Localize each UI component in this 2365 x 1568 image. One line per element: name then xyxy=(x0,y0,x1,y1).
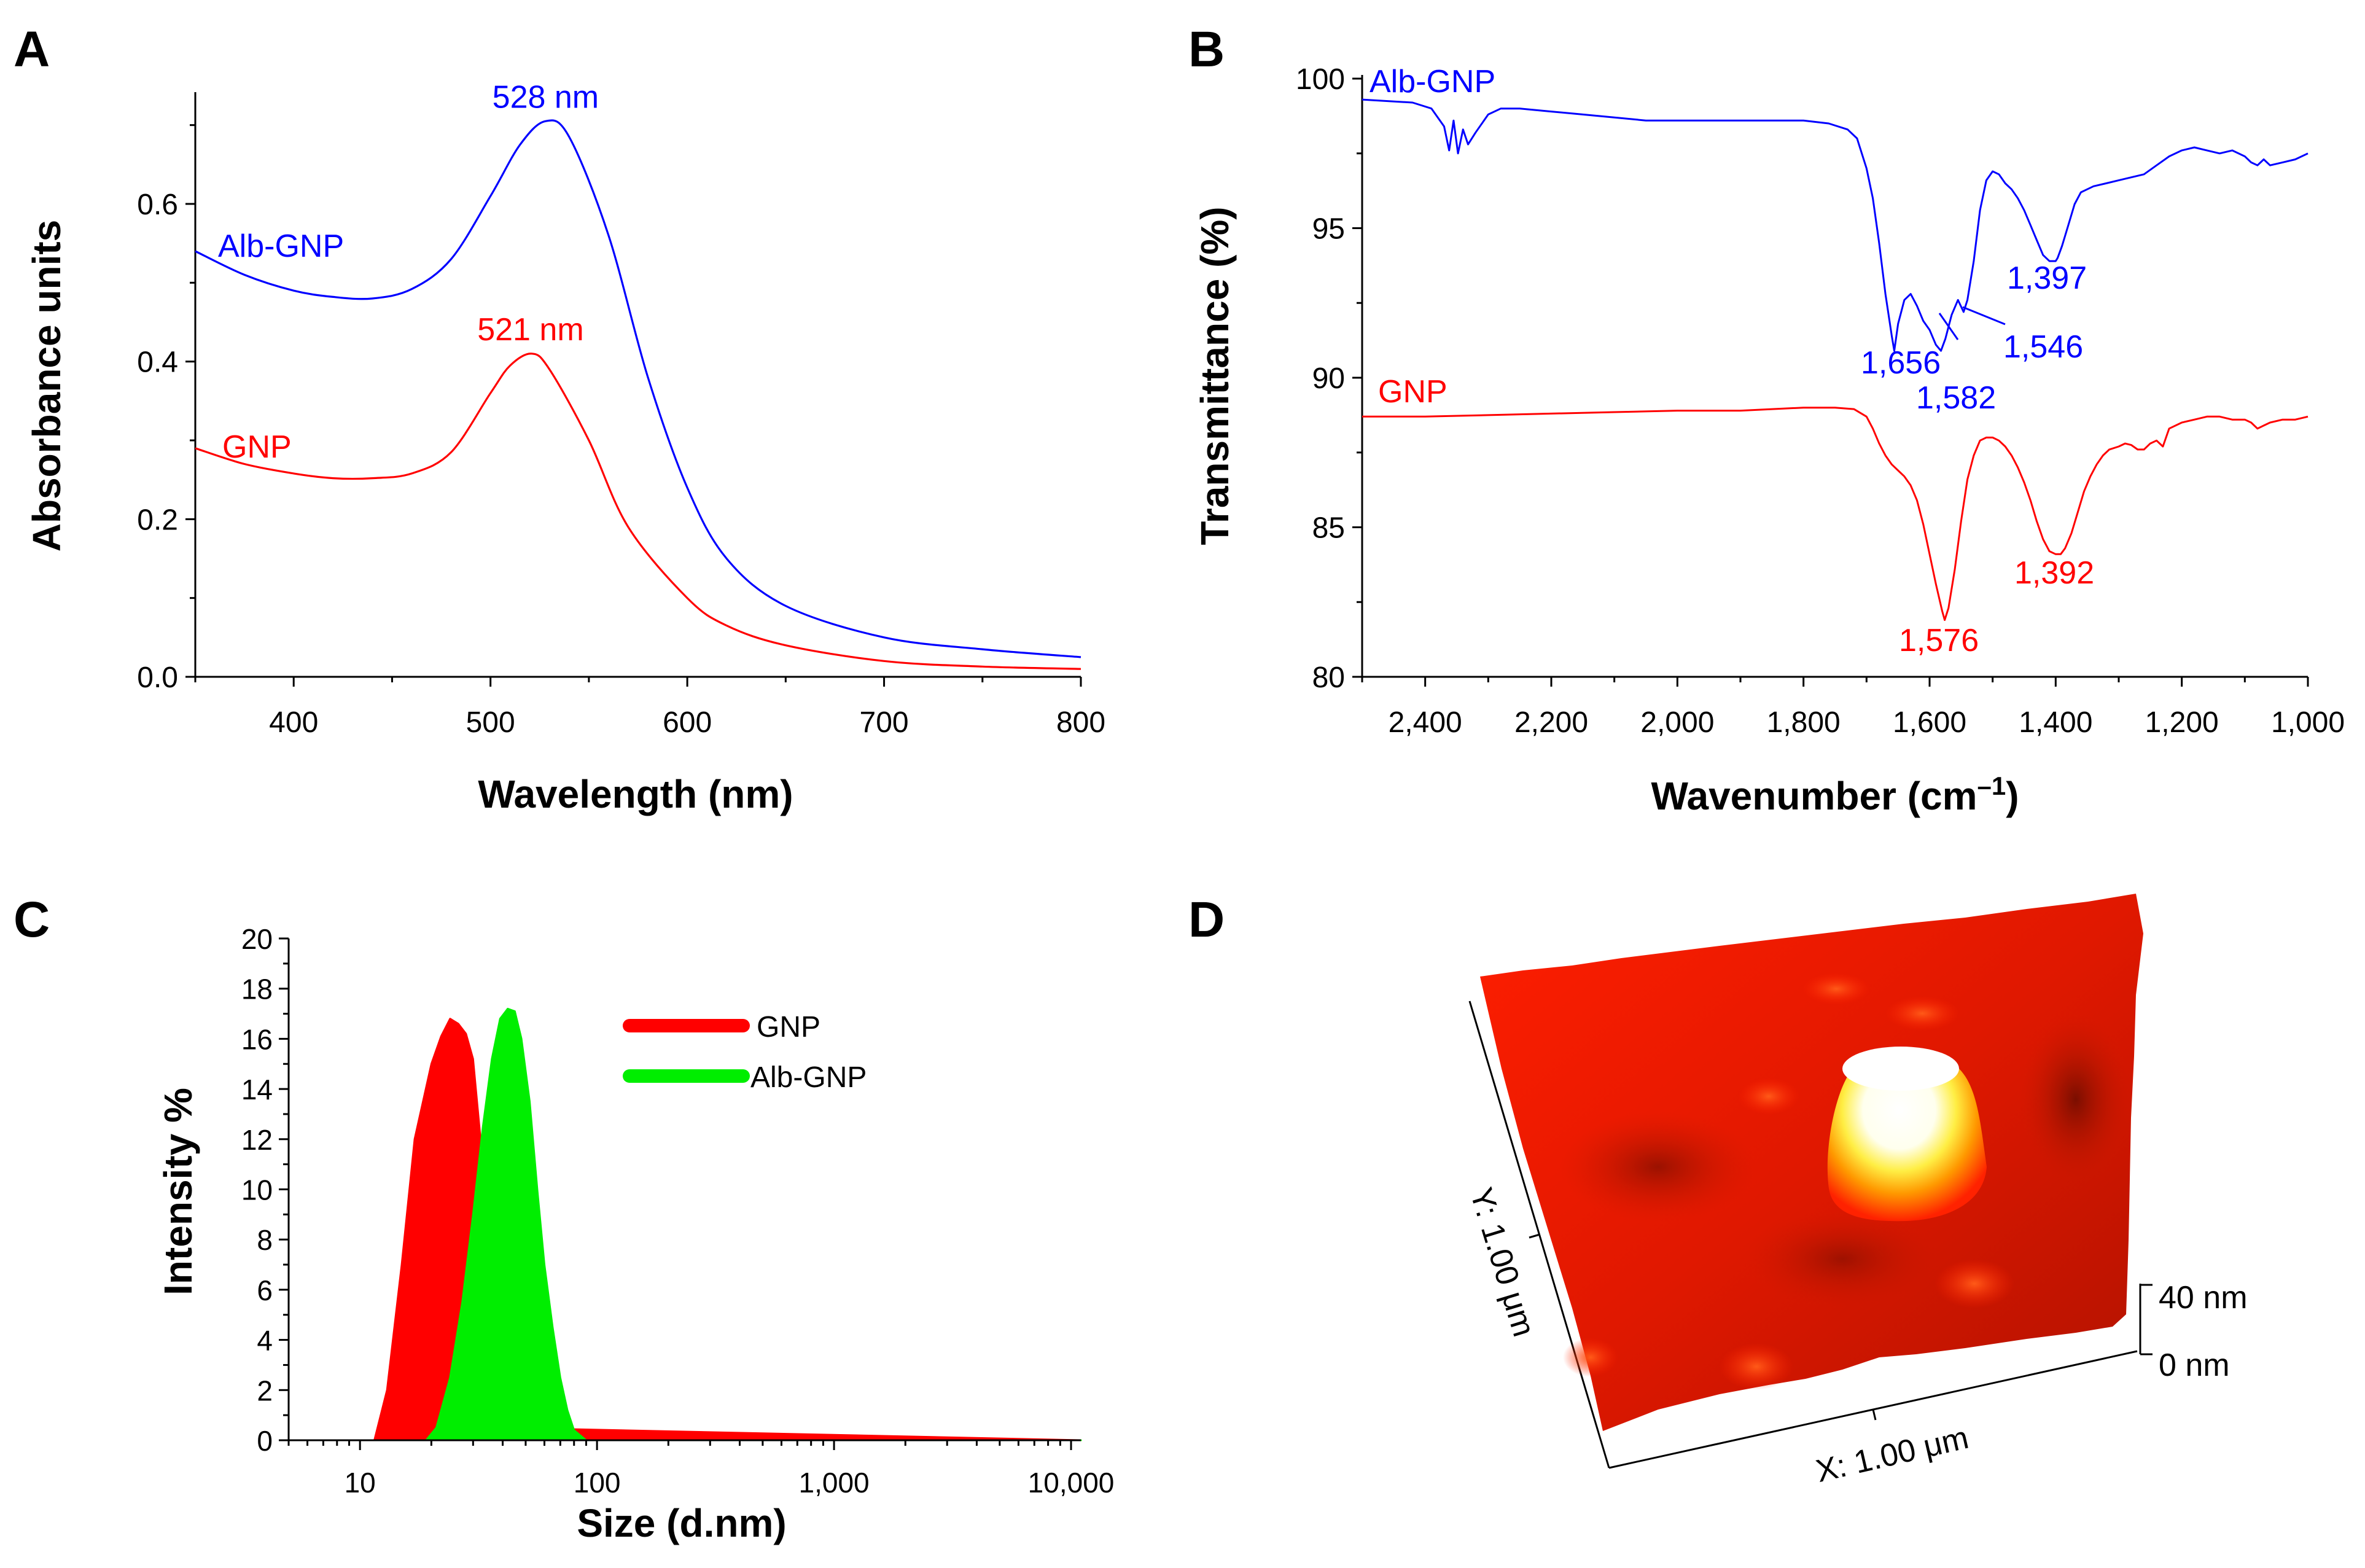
panel-a-y-tick-label: 0.0 xyxy=(137,661,178,694)
panel-b-x-axis-title: Wavenumber (cm–1) xyxy=(1651,771,2019,818)
panel-b-ann-1546: 1,546 xyxy=(2003,329,2083,365)
panel-c-y-tick-label: 20 xyxy=(241,923,273,955)
panel-d-dark-region xyxy=(1744,1210,1941,1308)
panel-a-x-tick-label: 500 xyxy=(466,706,515,739)
panel-c-dls-chart: 10 100 1,000 10,000 0 2 4 6 8 10 12 14 16 18 20 GNP Al… xyxy=(156,923,1114,1545)
panel-b-x-tick-label: 2,400 xyxy=(1389,706,1462,739)
panel-d-bump xyxy=(1720,1343,1793,1390)
panel-letter-c: C xyxy=(14,892,50,948)
panel-letter-a: A xyxy=(14,21,50,77)
panel-b-x-tick-label: 1,200 xyxy=(2145,706,2219,739)
panel-b-ann-1576: 1,576 xyxy=(1899,623,1979,658)
panel-d-bump xyxy=(1885,996,1959,1031)
panel-b-y-tick-label: 95 xyxy=(1312,213,1345,246)
panel-a-alb-gnp-label: Alb-GNP xyxy=(218,228,344,264)
panel-letter-b: B xyxy=(1188,21,1225,77)
panel-b-x-tick-label: 2,000 xyxy=(1640,706,1714,739)
panel-d-x-axis-label: X: 1.00 μm xyxy=(1813,1420,1972,1489)
panel-a-gnp-label: GNP xyxy=(222,429,292,465)
panel-c-y-tick-label: 6 xyxy=(257,1274,273,1306)
panel-c-x-tick-label: 10 xyxy=(345,1467,376,1499)
panel-c-x-axis-title: Size (d.nm) xyxy=(577,1501,786,1545)
panel-c-y-axis-title: Intensity % xyxy=(156,1088,200,1295)
panel-d-z-bottom-label: 0 nm xyxy=(2159,1348,2230,1383)
panel-d-bump xyxy=(1563,1338,1618,1377)
panel-c-y-tick-label: 10 xyxy=(241,1174,273,1206)
panel-c-x-tick-label: 100 xyxy=(574,1467,621,1499)
panel-d-bump xyxy=(1738,1078,1799,1115)
panel-a-x-tick-label: 400 xyxy=(269,706,318,739)
panel-d-y-axis-label: Y: 1.00 μm xyxy=(1463,1184,1541,1341)
panel-a-peak-521-label: 521 nm xyxy=(477,312,583,348)
panel-a-gnp-line xyxy=(195,353,1081,670)
panel-b-1582-leader xyxy=(1938,313,1959,340)
panel-d-afm-image: Y: 1.00 μm X: 1.00 μm 40 nm 0 nm xyxy=(1463,894,2248,1489)
panel-d-nanoparticle-peak xyxy=(1827,1050,1987,1222)
panel-c-y-tick-label: 18 xyxy=(241,973,273,1005)
panel-b-1546-leader xyxy=(1962,306,2006,326)
panel-d-z-top-label: 40 nm xyxy=(2159,1280,2248,1316)
panel-b-y-tick-label: 90 xyxy=(1312,362,1345,395)
panel-b-ann-1656: 1,656 xyxy=(1861,345,1941,381)
panel-a-y-axis-title: Absorbance units xyxy=(25,220,69,552)
panel-a-x-tick-label: 600 xyxy=(663,706,712,739)
panel-b-x-tick-label: 1,400 xyxy=(2019,706,2092,739)
panel-a-y-tick-label: 0.2 xyxy=(137,504,178,536)
panel-b-y-axis-title: Transmittance (%) xyxy=(1193,206,1237,545)
panel-c-x-tick-label: 1,000 xyxy=(799,1467,870,1499)
panel-b-x-tick-label: 2,200 xyxy=(1514,706,1588,739)
panel-c-legend-gnp-label: GNP xyxy=(757,1011,820,1043)
panel-d-peak-top xyxy=(1842,1047,1959,1091)
panel-d-bump xyxy=(1802,973,1870,1005)
panel-b-y-tick-label: 80 xyxy=(1312,661,1345,694)
panel-b-x-tick-label: 1,800 xyxy=(1767,706,1841,739)
panel-a-x-tick-label: 800 xyxy=(1056,706,1105,739)
panel-b-gnp-label: GNP xyxy=(1378,374,1447,410)
panel-c-legend-alb-gnp-label: Alb-GNP xyxy=(750,1061,867,1094)
panel-b-y-tick-label: 100 xyxy=(1296,63,1345,96)
panel-a-y-tick-label: 0.4 xyxy=(137,346,178,379)
panel-c-y-tick-label: 4 xyxy=(257,1325,273,1357)
panel-b-ann-1582: 1,582 xyxy=(1916,380,1996,416)
panel-b-ann-1397: 1,397 xyxy=(2007,260,2087,296)
panel-d-y-midtick xyxy=(1529,1233,1540,1239)
panel-b-alb-gnp-line xyxy=(1362,98,2309,352)
panel-a-y-tick-label: 0.6 xyxy=(137,189,178,221)
panel-c-y-tick-label: 16 xyxy=(241,1023,273,1055)
panel-b-ftir-chart: 2,400 2,200 2,000 1,800 1,600 1,400 1,200 1,000… xyxy=(1193,63,2345,818)
panel-a-alb-gnp-line xyxy=(195,119,1081,658)
panel-c-y-tick-label: 8 xyxy=(257,1224,273,1256)
panel-d-dark-region xyxy=(1560,1112,1756,1222)
panel-d-dark-region xyxy=(2020,1013,2131,1185)
panel-b-x-tick-label: 1,600 xyxy=(1893,706,1966,739)
panel-a-x-tick-label: 700 xyxy=(860,706,909,739)
panel-d-x-midtick xyxy=(1872,1409,1877,1421)
panel-d-bump xyxy=(1934,1259,2014,1308)
panel-c-y-tick-label: 12 xyxy=(241,1124,273,1156)
panel-c-y-tick-label: 14 xyxy=(241,1074,273,1106)
panel-c-y-tick-label: 0 xyxy=(257,1425,273,1457)
panel-a-x-axis-title: Wavelength (nm) xyxy=(478,772,793,816)
panel-c-alb-gnp-area xyxy=(287,1007,1082,1441)
panel-b-alb-gnp-label: Alb-GNP xyxy=(1370,64,1495,99)
panel-b-ann-1392: 1,392 xyxy=(2014,555,2094,591)
panel-letter-d: D xyxy=(1188,892,1225,948)
panel-a-peak-528-label: 528 nm xyxy=(493,79,599,115)
panel-b-x-tick-label: 1,000 xyxy=(2271,706,2345,739)
panel-b-gnp-line xyxy=(1362,407,2309,621)
panel-c-x-tick-label: 10,000 xyxy=(1028,1467,1115,1499)
panel-b-y-tick-label: 85 xyxy=(1312,512,1345,545)
panel-c-y-tick-label: 2 xyxy=(257,1375,273,1406)
